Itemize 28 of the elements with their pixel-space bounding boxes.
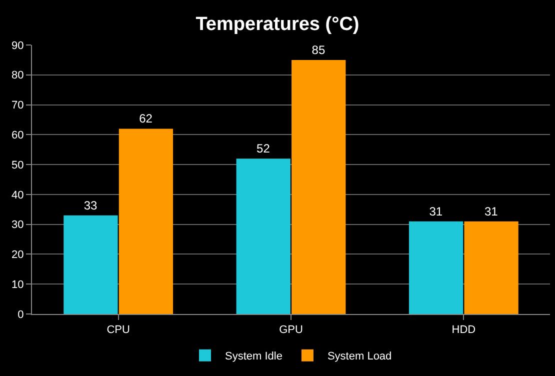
bar [236, 158, 290, 314]
y-tick-label: 0 [18, 308, 24, 321]
x-tick-label: CPU [106, 324, 130, 336]
data-label: 62 [139, 112, 153, 126]
y-tick-label: 70 [12, 100, 24, 112]
y-tick-label: 20 [12, 249, 24, 262]
bar [64, 215, 118, 314]
legend-label: System Idle [225, 350, 282, 363]
y-tick-label: 60 [12, 130, 24, 142]
data-label: 85 [312, 42, 326, 57]
data-label: 33 [84, 198, 98, 212]
data-label: 31 [484, 204, 498, 218]
y-tick-label: 80 [12, 70, 24, 82]
chart-title: Temperatures (°C) [196, 14, 360, 36]
y-tick-label: 30 [12, 219, 24, 232]
y-tick-label: 90 [12, 40, 24, 52]
x-tick-label: HDD [452, 324, 476, 336]
bar [464, 221, 518, 314]
x-tick-label: GPU [279, 324, 303, 336]
bar [408, 221, 464, 314]
y-tick-label: 50 [12, 159, 24, 172]
y-tick-label: 40 [12, 189, 24, 202]
legend-label: System Load [327, 350, 392, 363]
bar [292, 60, 346, 314]
y-tick-label: 10 [12, 278, 24, 291]
data-label: 52 [256, 142, 270, 156]
data-label: 31 [429, 204, 443, 218]
bar [118, 128, 174, 314]
